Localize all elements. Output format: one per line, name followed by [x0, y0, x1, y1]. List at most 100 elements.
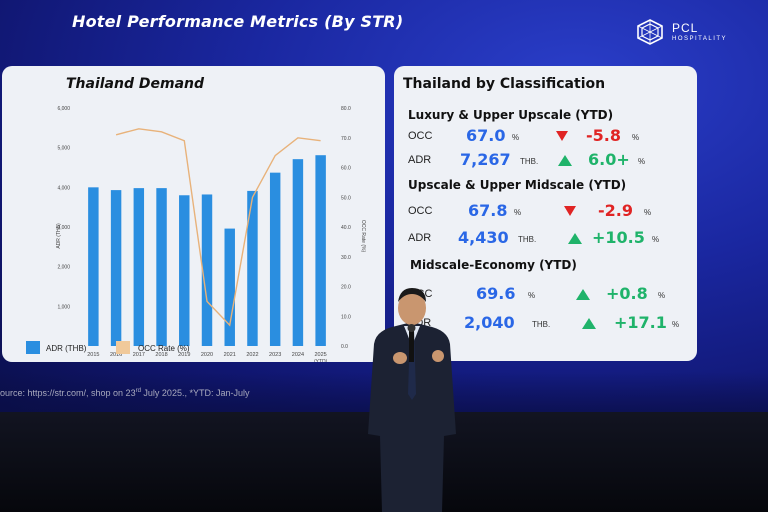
panel-title: Thailand by Classification — [403, 76, 606, 92]
adr-bar — [201, 194, 213, 346]
change-unit: % — [658, 291, 666, 300]
y-right-tick-label: 0.0 — [341, 344, 348, 350]
metric-value: 67.8 — [468, 201, 508, 220]
y-left-axis-label: ADR (THB) — [56, 223, 62, 249]
legend-occ-swatch — [116, 341, 130, 354]
company-logo: PCL HOSPITALITY — [634, 18, 727, 46]
down-triangle-icon — [556, 131, 568, 141]
y-left-tick-label: 5,000 — [57, 146, 70, 152]
adr-bar — [292, 159, 304, 346]
down-triangle-icon — [564, 206, 576, 216]
section-title-luxury: Luxury & Upper Upscale (YTD) — [408, 108, 614, 122]
adr-bar — [88, 187, 99, 346]
metric-change: +0.8 — [606, 284, 648, 303]
y-right-tick-label: 60.0 — [341, 166, 351, 172]
slide-title: Hotel Performance Metrics (By STR) — [72, 12, 404, 31]
metric-unit: THB. — [532, 320, 551, 329]
x-tick-sublabel: (YTD) — [314, 359, 328, 362]
y-right-tick-label: 10.0 — [341, 314, 351, 320]
adr-bar — [110, 190, 122, 346]
metric-change: -2.9 — [598, 201, 633, 220]
metric-label: ADR — [408, 154, 432, 166]
y-right-axis-label: OCC Rate (%) — [360, 220, 366, 253]
metric-value: 7,267 — [460, 150, 511, 169]
speaker-figure — [368, 288, 456, 512]
source-suffix: July 2025., *YTD: Jan-July — [140, 388, 250, 398]
metric-row-luxury-occ: OCC 67.0 % -5.8 % — [408, 126, 697, 148]
y-right-tick-label: 30.0 — [341, 255, 351, 261]
metric-value: 69.6 — [476, 284, 516, 303]
x-tick-label: 2017 — [133, 352, 145, 358]
adr-bar — [269, 172, 281, 346]
metric-row-upscale-occ: OCC 67.8 % -2.9 % — [408, 201, 697, 223]
metric-change: +10.5 — [592, 228, 645, 247]
metric-change: +17.1 — [614, 313, 667, 332]
x-tick-label: 2022 — [246, 352, 258, 358]
metric-label: OCC — [408, 205, 433, 217]
up-triangle-icon — [568, 233, 582, 244]
source-prefix: ource: https://str.com/, shop on 23 — [0, 388, 136, 398]
source-note: ource: https://str.com/, shop on 23rd Ju… — [0, 388, 249, 398]
section-title-midscale: Midscale-Economy (YTD) — [410, 258, 577, 272]
source-sup: rd — [135, 388, 141, 394]
presentation-screen: Hotel Performance Metrics (By STR) PCL H… — [0, 0, 768, 412]
change-unit: % — [632, 133, 640, 142]
metric-unit: % — [514, 208, 522, 217]
x-tick-label: 2021 — [224, 352, 236, 358]
y-left-tick-label: 4,000 — [57, 185, 70, 191]
metric-row-upscale-adr: ADR 4,430 THB. +10.5 % — [408, 228, 697, 250]
geometric-logo-icon — [637, 19, 663, 45]
metric-change: -5.8 — [586, 126, 621, 145]
y-right-tick-label: 70.0 — [341, 136, 351, 142]
demand-chart: 6,000 5,000 4,000 3,000 2,000 1,000 80.0 70.0 60… — [26, 106, 366, 362]
change-unit: % — [644, 208, 652, 217]
up-triangle-icon — [576, 289, 590, 300]
legend-adr-label: ADR (THB) — [46, 344, 87, 353]
thailand-demand-panel: Thailand Demand 6,000 5,000 4,000 3,000 2,00… — [2, 66, 385, 362]
metric-label: ADR — [408, 232, 432, 244]
adr-bar — [179, 195, 190, 346]
x-tick-label: 2024 — [292, 352, 304, 358]
adr-bar — [247, 190, 258, 346]
metric-unit: THB. — [520, 157, 539, 166]
x-tick-label: 2019 — [178, 352, 190, 358]
metric-value: 4,430 — [458, 228, 509, 247]
metric-row-midscale-adr: ADR 2,040 THB. +17.1 % — [408, 313, 697, 335]
legend-occ-label: OCC Rate (%) — [138, 344, 190, 353]
adr-bar — [315, 155, 326, 346]
y-right-tick-label: 80.0 — [341, 106, 351, 112]
metric-value: 67.0 — [466, 126, 506, 145]
y-left-tick-label: 3,000 — [57, 225, 70, 231]
metric-unit: THB. — [518, 235, 537, 244]
x-tick-label: 2020 — [201, 352, 213, 358]
x-tick-label: 2015 — [87, 352, 99, 358]
y-left-tick-label: 1,000 — [57, 304, 70, 310]
adr-bar — [133, 188, 145, 346]
adr-bar — [224, 228, 235, 346]
metric-unit: % — [528, 291, 536, 300]
y-right-tick-label: 50.0 — [341, 195, 351, 201]
logo-name: PCL — [672, 21, 699, 35]
change-unit: % — [652, 235, 660, 244]
classification-panel: Thailand by Classification Luxury & Uppe… — [394, 66, 697, 361]
y-left-tick-label: 6,000 — [57, 106, 70, 112]
logo-sub: HOSPITALITY — [672, 36, 728, 42]
change-unit: % — [638, 157, 646, 166]
occ-rate-line — [115, 128, 321, 327]
x-tick-label: 2023 — [269, 352, 281, 358]
y-right-tick-label: 20.0 — [341, 285, 351, 291]
x-tick-label: 2016 — [110, 352, 122, 358]
metric-label: OCC — [408, 130, 433, 142]
metric-value: 2,040 — [464, 313, 515, 332]
change-unit: % — [672, 320, 680, 329]
x-tick-label: 2025 — [315, 352, 327, 358]
up-triangle-icon — [582, 318, 596, 329]
x-tick-label: 2018 — [155, 352, 167, 358]
metric-row-luxury-adr: ADR 7,267 THB. 6.0+ % — [408, 150, 697, 172]
y-left-tick-label: 2,000 — [57, 265, 70, 271]
legend-adr-swatch — [26, 341, 40, 354]
y-right-tick-label: 40.0 — [341, 225, 351, 231]
section-title-upscale: Upscale & Upper Midscale (YTD) — [408, 178, 627, 192]
metric-unit: % — [512, 133, 520, 142]
panel-title: Thailand Demand — [66, 76, 205, 92]
